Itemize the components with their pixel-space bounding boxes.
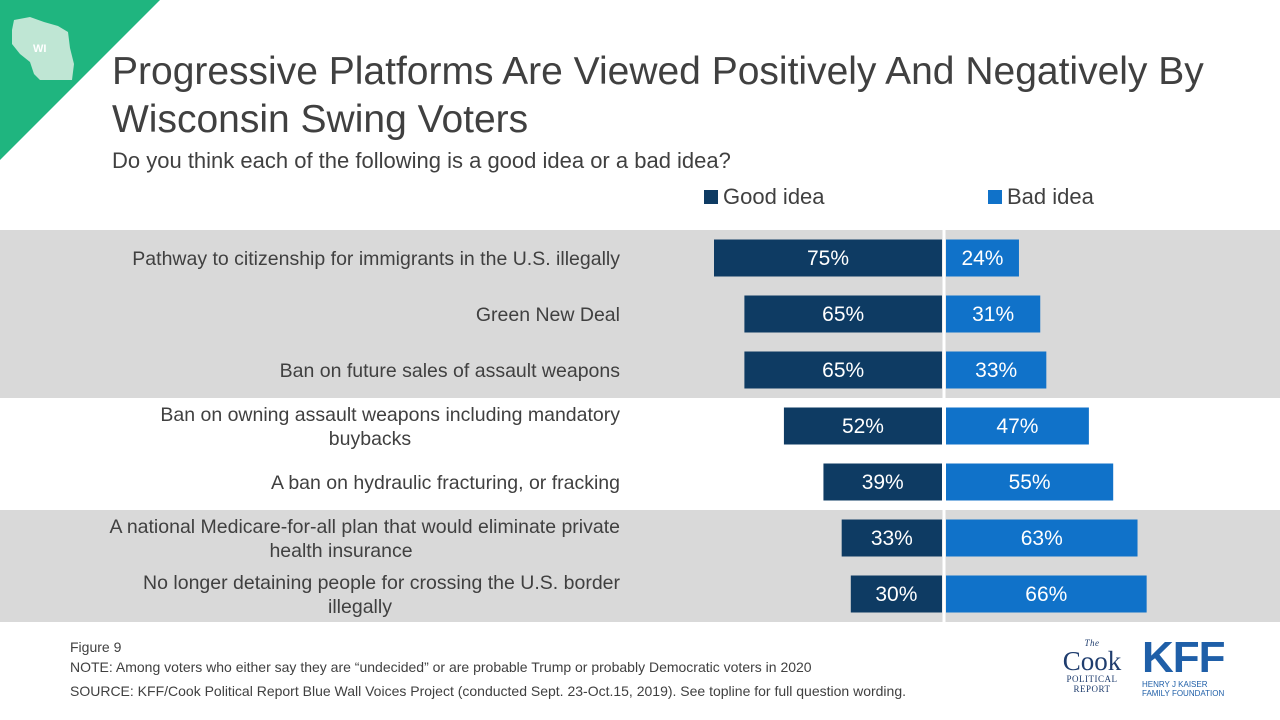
bar-good-5: [841, 519, 942, 557]
legend-good: Good idea: [704, 184, 825, 210]
chart-subtitle: Do you think each of the following is a …: [112, 148, 731, 173]
category-label-1: Green New Deal: [476, 304, 620, 326]
chart-title: Progressive Platforms Are Viewed Positiv…: [112, 50, 1204, 141]
kff-logo-line1: HENRY J KAISER: [1142, 680, 1208, 689]
legend-bad-swatch: [988, 190, 1002, 204]
category-label-5: A national Medicare-for-all plan that wo…: [109, 516, 620, 562]
bar-bad-3: [946, 407, 1089, 445]
legend-good-swatch: [704, 190, 718, 204]
data-label-bad-0: 24%: [961, 247, 1003, 270]
bar-good-0: [714, 239, 942, 277]
data-label-bad-1: 31%: [972, 303, 1014, 326]
data-label-good-2: 65%: [822, 359, 864, 382]
kff-logo-line2: FAMILY FOUNDATION: [1142, 689, 1225, 698]
bar-good-6: [850, 575, 942, 613]
category-label-0: Pathway to citizenship for immigrants in…: [132, 248, 620, 270]
category-label-3: Ban on owning assault weapons including …: [160, 404, 620, 450]
bar-good-3: [783, 407, 942, 445]
bar-bad-1: [946, 295, 1041, 333]
bar-bad-0: [946, 239, 1019, 277]
footer-note: NOTE: Among voters who either say they a…: [70, 659, 812, 675]
data-label-bad-5: 63%: [1021, 527, 1063, 550]
data-label-bad-6: 66%: [1025, 583, 1067, 606]
kff-logo: KFF HENRY J KAISER FAMILY FOUNDATION: [1142, 636, 1242, 700]
cook-logo-the: The: [1084, 638, 1100, 648]
wisconsin-shape-icon: [12, 17, 74, 80]
kff-logo-name: KFF: [1142, 633, 1226, 682]
data-label-good-0: 75%: [807, 247, 849, 270]
bar-good-2: [744, 351, 942, 389]
bar-bad-6: [946, 575, 1147, 613]
data-label-bad-2: 33%: [975, 359, 1017, 382]
data-label-bad-4: 55%: [1009, 471, 1051, 494]
row-band-0: [0, 230, 1280, 398]
bar-bad-5: [946, 519, 1138, 557]
footer-source: SOURCE: KFF/Cook Political Report Blue W…: [70, 683, 906, 699]
state-badge-label: WI: [33, 43, 46, 55]
data-label-good-5: 33%: [871, 527, 913, 550]
data-label-good-6: 30%: [875, 583, 917, 606]
category-label-4: A ban on hydraulic fracturing, or fracki…: [271, 472, 620, 494]
bar-good-4: [823, 463, 942, 501]
bar-bad-4: [946, 463, 1114, 501]
bar-bad-2: [946, 351, 1047, 389]
data-label-good-1: 65%: [822, 303, 864, 326]
state-corner-badge: WI: [0, 0, 160, 160]
figure-number: Figure 9: [70, 639, 122, 655]
center-divider: [942, 230, 946, 622]
cook-political-report-logo: The Cook POLITICAL REPORT: [1056, 638, 1128, 700]
legend-bad: Bad idea: [988, 184, 1094, 210]
cook-logo-line2: REPORT: [1073, 684, 1111, 694]
bar-good-1: [744, 295, 942, 333]
category-label-6: No longer detaining people for crossing …: [143, 572, 620, 618]
data-label-good-3: 52%: [842, 415, 884, 438]
category-label-2: Ban on future sales of assault weapons: [280, 360, 621, 382]
data-label-bad-3: 47%: [996, 415, 1038, 438]
cook-logo-name: Cook: [1062, 646, 1122, 676]
legend-good-label: Good idea: [723, 184, 825, 209]
data-label-good-4: 39%: [862, 471, 904, 494]
cook-logo-line1: POLITICAL: [1066, 674, 1118, 684]
legend-bad-label: Bad idea: [1007, 184, 1094, 209]
